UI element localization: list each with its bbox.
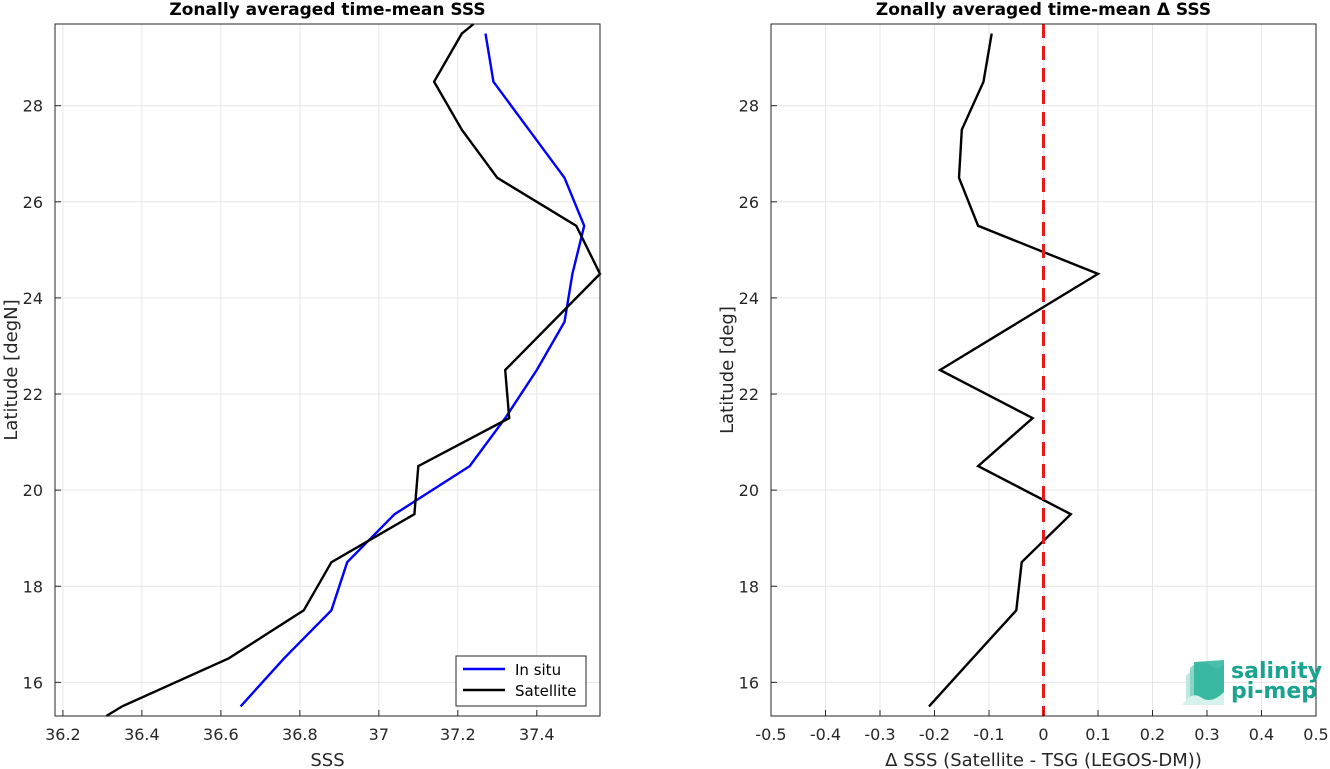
y-tick-label: 28 [23, 97, 43, 116]
x-tick-label: 37.2 [440, 725, 476, 744]
sss-legend: In situ Satellite [455, 655, 587, 707]
legend-label-satellite: Satellite [515, 682, 576, 700]
y-tick-label: 20 [23, 481, 43, 500]
x-tick-label: 37.4 [519, 725, 555, 744]
x-tick-label: -0.2 [919, 725, 950, 744]
x-tick-label: 0.4 [1249, 725, 1274, 744]
sss-panel: 36.2 36.4 36.6 36.8 37 37.2 37.4 16 18 20 22 24 26 28… [1, 0, 602, 769]
y-tick-label: 20 [739, 481, 759, 500]
x-tick-label: 0 [1038, 725, 1048, 744]
x-tick-label: 36.6 [203, 725, 239, 744]
logo-text-salinity: salinity [1231, 659, 1322, 684]
x-tick-label: 36.8 [282, 725, 318, 744]
sss-axes-box [54, 23, 601, 717]
sss-grid [55, 24, 600, 716]
delta-sss-ticks: -0.5 -0.4 -0.3 -0.2 -0.1 0 0.1 0.2 0.3 0.4 0.5 16 18… [739, 97, 1329, 744]
y-tick-label: 28 [739, 97, 759, 116]
logo-text-pi-mep: pi-mep [1231, 679, 1317, 704]
x-tick-label: 37 [369, 725, 389, 744]
in-situ-series-line [239, 33, 586, 708]
x-tick-label: 0.3 [1194, 725, 1219, 744]
delta-sss-series-line [928, 33, 1101, 708]
sss-ticks: 36.2 36.4 36.6 36.8 37 37.2 37.4 16 18 20 22 24 26 28 [23, 97, 555, 744]
x-tick-label: 36.4 [124, 725, 160, 744]
salinity-pi-mep-logo: salinity pi-mep [1182, 659, 1322, 705]
sss-x-axis-label: SSS [310, 750, 344, 769]
sss-series-group [105, 23, 602, 718]
logo-wave-graphic [1182, 660, 1224, 705]
sss-chart-title: Zonally averaged time-mean SSS [169, 0, 485, 20]
x-tick-label: -0.5 [755, 725, 786, 744]
x-tick-label: -0.4 [810, 725, 841, 744]
delta-sss-y-axis-label: Latitude [deg] [717, 306, 738, 434]
y-tick-label: 26 [739, 193, 759, 212]
x-tick-label: -0.3 [864, 725, 895, 744]
legend-box [455, 655, 587, 707]
y-tick-label: 16 [23, 673, 43, 692]
satellite-series-line [105, 23, 602, 718]
y-tick-label: 22 [739, 385, 759, 404]
x-tick-label: 36.2 [45, 725, 81, 744]
delta-sss-x-axis-label: Δ SSS (Satellite - TSG (LEGOS-DM)) [885, 750, 1202, 769]
delta-sss-series-group [928, 24, 1101, 716]
x-tick-label: 0.2 [1140, 725, 1165, 744]
sss-plot-area [55, 24, 600, 716]
x-tick-label: -0.1 [973, 725, 1004, 744]
y-tick-label: 18 [739, 577, 759, 596]
y-tick-label: 24 [739, 289, 759, 308]
y-tick-label: 24 [23, 289, 43, 308]
x-tick-label: 0.5 [1303, 725, 1328, 744]
y-tick-label: 18 [23, 577, 43, 596]
y-tick-label: 22 [23, 385, 43, 404]
y-tick-label: 16 [739, 673, 759, 692]
x-tick-label: 0.1 [1085, 725, 1110, 744]
sss-y-axis-label: Latitude [degN] [1, 299, 22, 440]
legend-label-in-situ: In situ [515, 661, 561, 679]
delta-sss-chart-title: Zonally averaged time-mean Δ SSS [876, 0, 1211, 20]
y-tick-label: 26 [23, 193, 43, 212]
delta-sss-panel: -0.5 -0.4 -0.3 -0.2 -0.1 0 0.1 0.2 0.3 0.4 0.5 16 18… [717, 0, 1329, 769]
